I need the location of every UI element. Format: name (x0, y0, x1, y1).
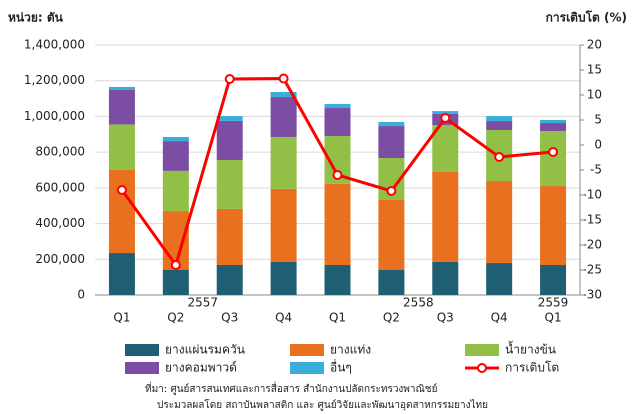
y2-tick-label: -30 (582, 288, 602, 302)
legend-label: น้ำยางข้น (505, 341, 556, 357)
bar-segment (486, 116, 513, 122)
legend-label: การเติบโต (505, 361, 559, 375)
source: ที่มา: ศูนย์สารสนเทศและการสื่อสาร สำนักง… (145, 381, 437, 395)
y2-tick-label: 10 (587, 88, 602, 102)
y-tick-label: 400,000 (35, 216, 85, 230)
y2-tick-label: -5 (590, 163, 602, 177)
y-tick-label: 1,000,000 (24, 109, 85, 123)
legend-swatch (477, 363, 487, 373)
bar-segment (270, 188, 297, 262)
bar-segment (432, 125, 459, 172)
year-label: 2559 (538, 296, 569, 310)
bar-segment (162, 170, 189, 212)
bar-segment (162, 136, 189, 142)
y-tick-label: 200,000 (35, 252, 85, 266)
x-tick-label: Q2 (167, 311, 184, 325)
bar-segment (216, 116, 243, 121)
x-tick-label: Q1 (113, 311, 130, 325)
bar-segment (324, 108, 351, 137)
bar-segment (378, 270, 405, 295)
growth-marker (278, 73, 289, 84)
y-tick-label: 800,000 (35, 145, 85, 159)
bar-segment (540, 120, 567, 124)
growth-marker (386, 186, 397, 196)
bar-segment (432, 261, 459, 295)
bar-segment (540, 123, 567, 132)
bar-segment (216, 208, 243, 265)
bar-segment (216, 120, 243, 160)
bar-segment (270, 96, 297, 137)
bar-segment (540, 265, 567, 295)
bar-segment (162, 270, 189, 295)
y-tick-label: 1,400,000 (24, 38, 85, 52)
x-tick-label: Q1 (329, 311, 346, 325)
legend-swatch (290, 344, 324, 356)
x-tick-label: Q4 (275, 311, 292, 325)
legend-swatch (125, 362, 159, 374)
bar-segment (378, 200, 405, 270)
growth-marker (440, 113, 451, 123)
y2-axis-title: การเติบโต (%) (546, 10, 627, 25)
y2-tick-label: -15 (582, 213, 602, 227)
source: ประมวลผลโดย สถาบันพลาสติก และ ศูนย์วิจัย… (157, 398, 488, 411)
bar-segment (108, 90, 135, 125)
x-tick-label: Q3 (437, 311, 454, 325)
bar-segment (378, 126, 405, 159)
bar-segment (108, 124, 135, 170)
bar-segment (324, 265, 351, 295)
legend-label: ยางแผ่นรมควัน (165, 343, 245, 357)
x-tick-label: Q4 (491, 311, 508, 325)
legend-label: ยางแท่ง (330, 343, 371, 357)
bar-segment (486, 263, 513, 295)
bar-segment (216, 160, 243, 209)
bar-segment (216, 265, 243, 295)
bar-segment (324, 103, 351, 109)
bar-segment (540, 186, 567, 265)
y-tick-label: 0 (77, 288, 85, 302)
x-tick-label: Q2 (383, 311, 400, 325)
bar-segment (270, 261, 297, 295)
growth-marker (170, 260, 181, 270)
growth-marker (332, 170, 343, 180)
growth-marker (494, 152, 505, 162)
y-axis-title: หน่วย: ตัน (8, 11, 64, 25)
y2-tick-label: 20 (587, 38, 602, 52)
bar-segment (540, 131, 567, 187)
bar-segment (108, 86, 135, 90)
bar-segment (108, 170, 135, 254)
legend-label: อื่นๆ (330, 359, 352, 375)
legend-swatch (465, 344, 499, 356)
growth-marker (224, 74, 235, 84)
growth-marker (116, 185, 127, 195)
y2-tick-label: -25 (582, 263, 602, 277)
x-tick-label: Q3 (221, 311, 238, 325)
year-label: 2557 (188, 296, 219, 310)
bar-segment (378, 121, 405, 127)
legend-swatch (125, 344, 159, 356)
y2-tick-label: -10 (582, 188, 602, 202)
bar-segment (270, 136, 297, 189)
x-tick-label: Q1 (545, 311, 562, 325)
y2-tick-label: 0 (594, 138, 602, 152)
year-label: 2558 (403, 296, 434, 310)
y2-tick-label: 5 (594, 113, 602, 127)
bar-segment (108, 253, 135, 295)
growth-marker (548, 147, 559, 157)
y2-tick-label: 15 (587, 63, 602, 77)
y-tick-label: 600,000 (35, 180, 85, 194)
y-tick-label: 1,200,000 (24, 73, 85, 87)
bar-segment (324, 183, 351, 265)
legend-swatch (290, 362, 324, 374)
bar-segment (162, 141, 189, 171)
bar-segment (486, 121, 513, 130)
bar-segment (432, 171, 459, 262)
bar-segment (432, 111, 459, 114)
bar-segment (270, 91, 297, 97)
y2-tick-label: -20 (582, 238, 602, 252)
legend-label: ยางคอมพาวด์ (165, 361, 237, 375)
bar-segment (486, 181, 513, 264)
